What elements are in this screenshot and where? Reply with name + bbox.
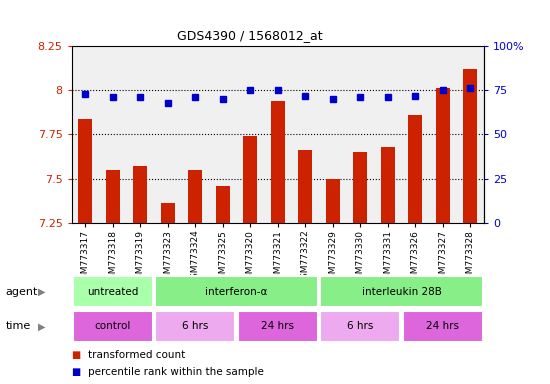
Text: untreated: untreated (87, 287, 139, 297)
Bar (155, 276, 318, 307)
Bar (381, 147, 395, 223)
Text: 6 hrs: 6 hrs (347, 321, 373, 331)
Text: ▶: ▶ (37, 287, 45, 297)
Text: interleukin 28B: interleukin 28B (361, 287, 442, 297)
Bar (326, 179, 340, 223)
Bar (320, 276, 483, 307)
Bar (133, 166, 147, 223)
Text: time: time (6, 321, 31, 331)
Bar (436, 88, 450, 223)
Text: ■: ■ (72, 350, 81, 360)
Bar (408, 115, 422, 223)
Bar (106, 170, 120, 223)
Text: agent: agent (6, 287, 38, 297)
Text: percentile rank within the sample: percentile rank within the sample (88, 367, 264, 377)
Bar (188, 170, 202, 223)
Text: 6 hrs: 6 hrs (182, 321, 208, 331)
Bar (463, 69, 477, 223)
Bar (155, 311, 235, 342)
Bar (243, 136, 257, 223)
Text: control: control (95, 321, 131, 331)
Text: 24 hrs: 24 hrs (426, 321, 459, 331)
Text: interferon-α: interferon-α (205, 287, 268, 297)
Bar (320, 311, 400, 342)
Bar (73, 276, 153, 307)
Text: transformed count: transformed count (88, 350, 185, 360)
Bar (353, 152, 367, 223)
Bar (403, 311, 483, 342)
Text: ■: ■ (72, 367, 81, 377)
Bar (78, 119, 92, 223)
Text: GDS4390 / 1568012_at: GDS4390 / 1568012_at (178, 29, 323, 42)
Text: 24 hrs: 24 hrs (261, 321, 294, 331)
Bar (238, 311, 318, 342)
Bar (216, 185, 230, 223)
Bar (298, 150, 312, 223)
Bar (73, 311, 153, 342)
Bar (271, 101, 285, 223)
Text: ▶: ▶ (37, 321, 45, 331)
Bar (161, 203, 175, 223)
